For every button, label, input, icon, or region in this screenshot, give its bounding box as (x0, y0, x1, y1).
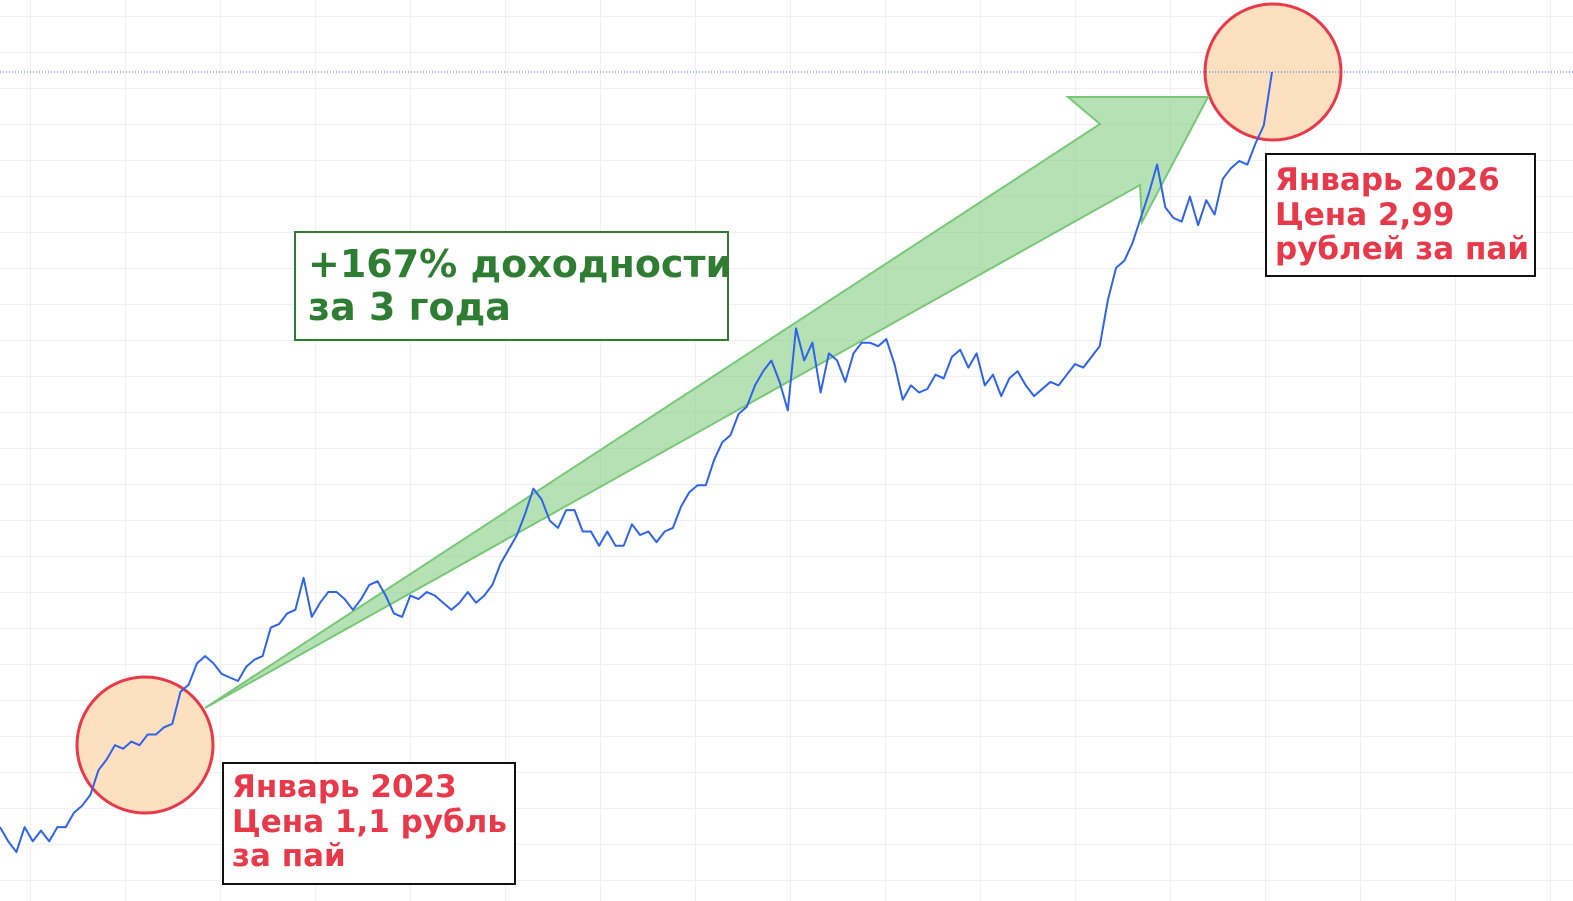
growth-arrow (204, 96, 1210, 709)
note-line: Январь 2026 (1275, 162, 1500, 198)
start-note: Январь 2023 Цена 1,1 рубль за пай (222, 762, 516, 885)
note-line: рублей за пай (1275, 231, 1530, 268)
note-line: Цена 2,99 (1275, 196, 1455, 233)
price-line (0, 71, 1273, 853)
start-marker (75, 675, 215, 815)
note-line: за пай (232, 838, 346, 875)
note-line: Цена 1,1 рубль (232, 803, 507, 840)
end-note: Январь 2026 Цена 2,99 рублей за пай (1265, 153, 1536, 277)
note-line: Январь 2023 (232, 769, 457, 805)
decorations (75, 2, 1343, 815)
note-line: за 3 года (308, 284, 511, 329)
gain-note: +167% доходности за 3 года (294, 231, 733, 341)
note-line: +167% доходности (308, 242, 733, 286)
